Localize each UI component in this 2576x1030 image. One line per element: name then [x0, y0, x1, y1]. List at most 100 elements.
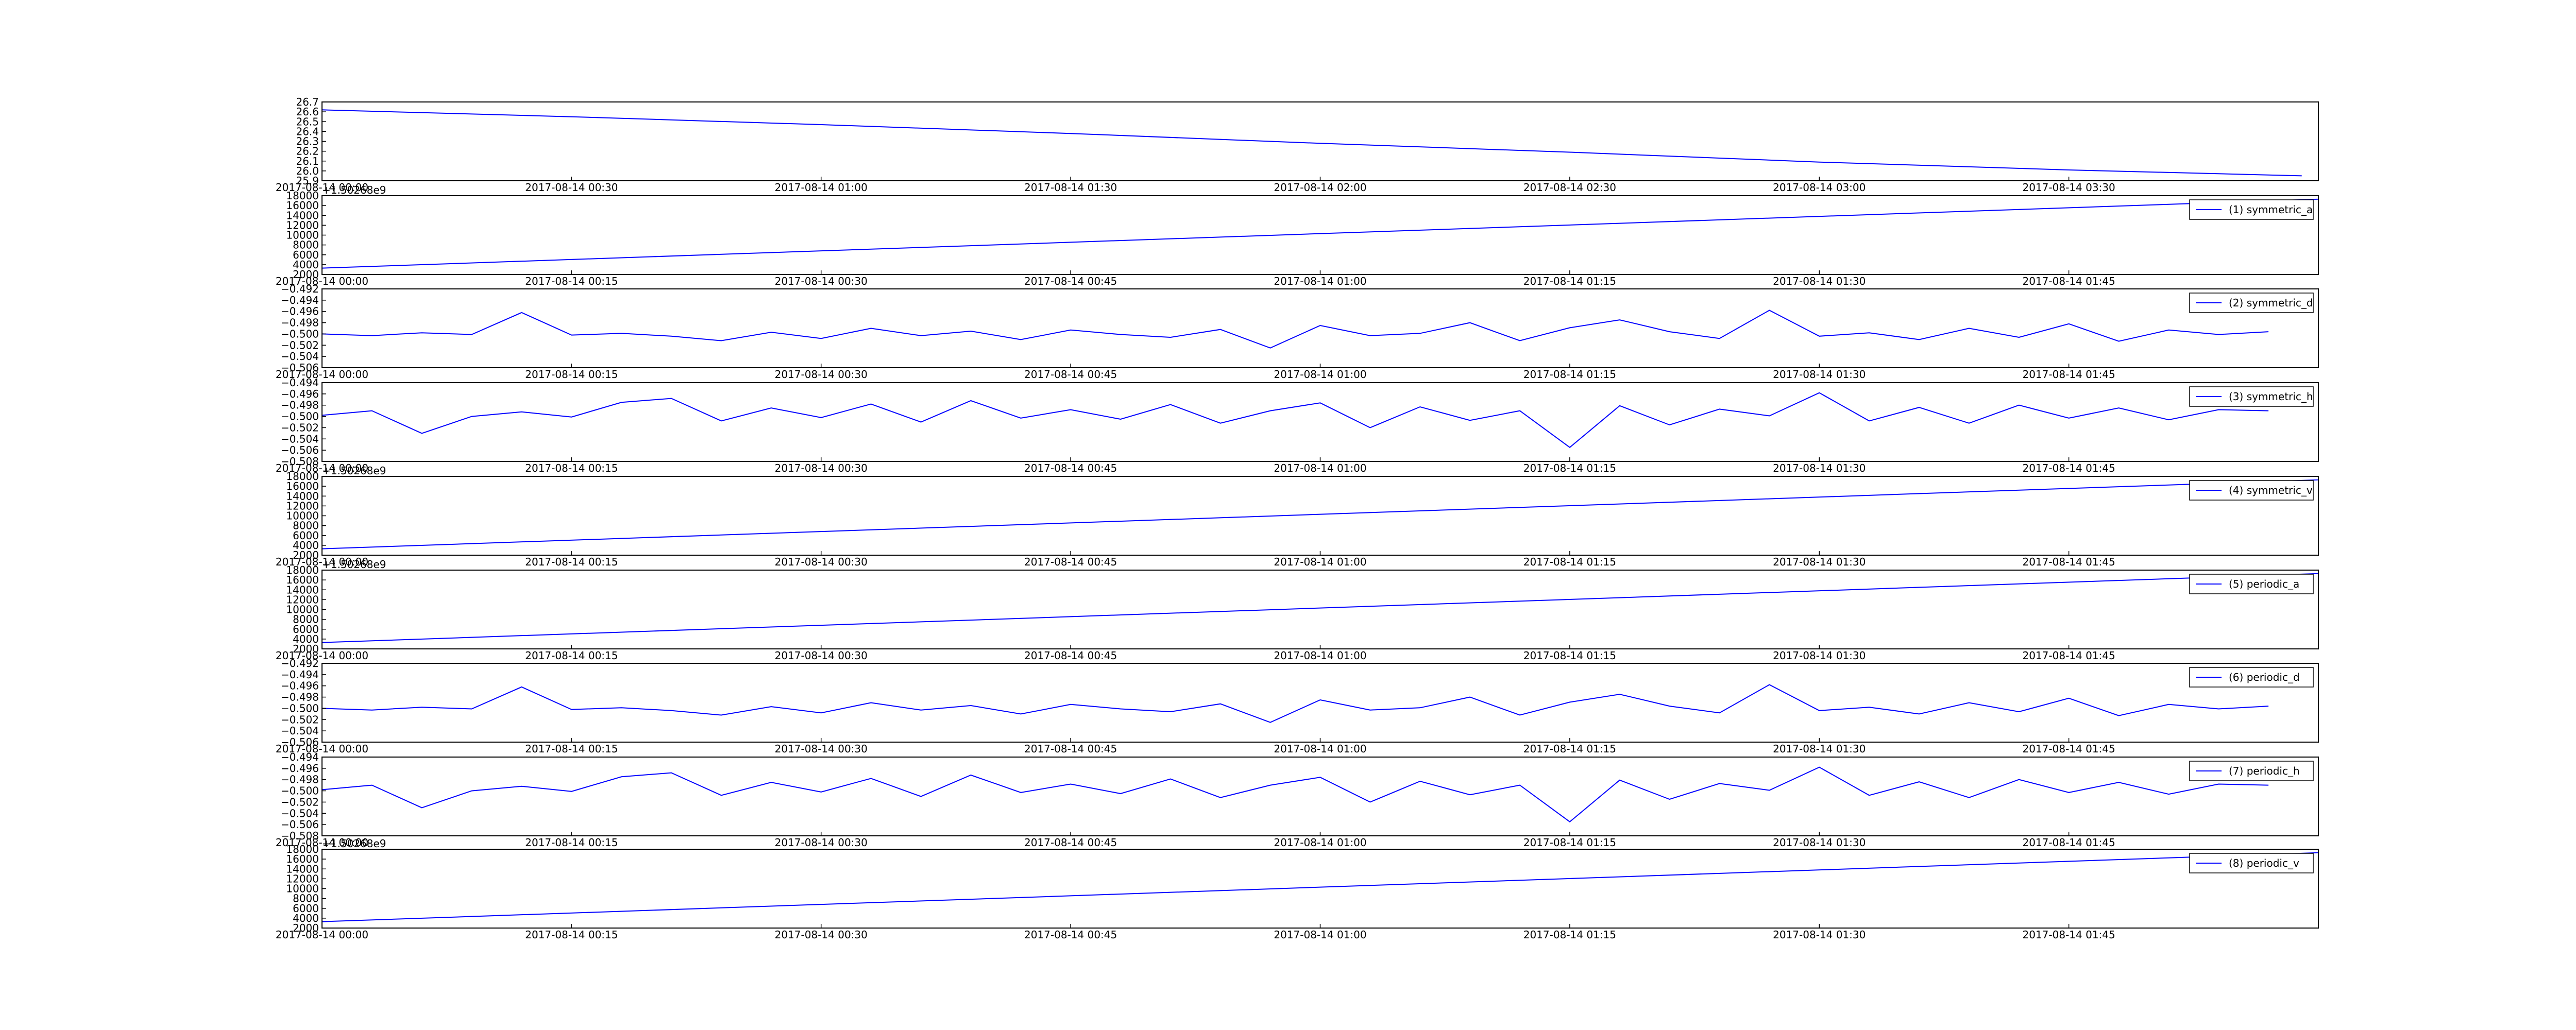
x-tick-label: 2017-08-14 00:00 — [276, 556, 368, 568]
y-tick-label: −0.504 — [281, 725, 319, 737]
y-tick-label: −0.496 — [281, 680, 319, 692]
y-tick-label: 25.9 — [296, 175, 319, 187]
x-tick-label: 2017-08-14 02:00 — [1274, 181, 1366, 194]
legend-label: (3) symmetric_h — [2229, 390, 2313, 403]
x-tick-label: 2017-08-14 00:30 — [775, 743, 868, 755]
y-tick-label: −0.502 — [281, 339, 319, 351]
x-tick-label: 2017-08-14 01:30 — [1773, 929, 1866, 941]
y-tick-label: 8000 — [293, 239, 319, 251]
x-tick-label: 2017-08-14 01:30 — [1773, 556, 1866, 568]
y-tick-label: −0.494 — [281, 668, 319, 681]
y-tick-label: 16000 — [286, 574, 319, 586]
data-line — [321, 479, 2319, 550]
axes-frame — [321, 849, 2319, 929]
y-tick-label: −0.508 — [281, 830, 319, 842]
data-line — [321, 573, 2319, 643]
y-tick-label: −0.500 — [281, 785, 319, 797]
y-tick-label: −0.494 — [281, 294, 319, 306]
y-tick-label: −0.496 — [281, 762, 319, 775]
axes-frame — [321, 570, 2319, 649]
x-tick-label: 2017-08-14 01:45 — [2023, 743, 2115, 755]
y-tick-label: −0.498 — [281, 399, 319, 411]
y-tick-label: 12000 — [286, 593, 319, 606]
x-tick-label: 2017-08-14 01:30 — [1773, 649, 1866, 662]
y-tick-label: 16000 — [286, 853, 319, 865]
y-tick-label: 16000 — [286, 480, 319, 492]
y-tick-label: 14000 — [286, 490, 319, 502]
x-tick-label: 2017-08-14 01:15 — [1523, 368, 1616, 381]
x-tick-label: 2017-08-14 00:45 — [1024, 929, 1117, 941]
y-tick-label: 26.2 — [296, 145, 319, 158]
legend-label: (8) periodic_v — [2229, 857, 2299, 869]
y-tick-label: −0.506 — [281, 818, 319, 831]
x-tick-label: 2017-08-14 00:30 — [775, 929, 868, 941]
legend-label: (6) periodic_d — [2229, 671, 2300, 683]
offset-text: +1.50268e9 — [322, 837, 386, 850]
x-tick-label: 2017-08-14 01:45 — [2023, 836, 2115, 849]
axes-frame — [321, 101, 2319, 181]
x-tick-label: 2017-08-14 01:45 — [2023, 556, 2115, 568]
y-tick-label: 26.6 — [296, 106, 319, 118]
x-tick-label: 2017-08-14 01:00 — [1274, 929, 1366, 941]
x-tick-label: 2017-08-14 00:00 — [276, 836, 368, 849]
y-tick-label: −0.492 — [281, 283, 319, 295]
y-tick-label: 14000 — [286, 863, 319, 875]
x-tick-label: 2017-08-14 01:30 — [1773, 836, 1866, 849]
x-tick-label: 2017-08-14 00:45 — [1024, 743, 1117, 755]
y-tick-label: 6000 — [293, 249, 319, 261]
y-tick-label: −0.494 — [281, 751, 319, 763]
x-tick-label: 2017-08-14 00:00 — [276, 743, 368, 755]
data-line — [321, 766, 2269, 822]
y-tick-label: −0.500 — [281, 702, 319, 714]
x-tick-label: 2017-08-14 00:15 — [525, 649, 618, 662]
y-tick-label: −0.500 — [281, 328, 319, 340]
x-tick-label: 2017-08-14 00:30 — [775, 275, 868, 287]
y-tick-label: 18000 — [286, 564, 319, 576]
axes-frame — [321, 288, 2319, 368]
offset-text: +1.50268e9 — [322, 184, 386, 196]
x-tick-label: 2017-08-14 00:15 — [525, 275, 618, 287]
x-tick-label: 2017-08-14 01:00 — [775, 181, 868, 194]
y-tick-label: −0.498 — [281, 691, 319, 703]
x-tick-label: 2017-08-14 00:00 — [276, 649, 368, 662]
x-tick-label: 2017-08-14 01:15 — [1523, 556, 1616, 568]
x-tick-label: 2017-08-14 00:45 — [1024, 556, 1117, 568]
y-tick-label: 18000 — [286, 843, 319, 855]
x-tick-label: 2017-08-14 01:30 — [1773, 368, 1866, 381]
x-tick-label: 2017-08-14 00:45 — [1024, 275, 1117, 287]
x-tick-label: 2017-08-14 00:30 — [775, 649, 868, 662]
legend-label: (1) symmetric_a — [2229, 203, 2313, 216]
y-tick-label: 2000 — [293, 643, 319, 655]
y-tick-label: −0.498 — [281, 774, 319, 786]
y-tick-label: −0.508 — [281, 455, 319, 468]
legend-label: (4) symmetric_v — [2229, 484, 2313, 496]
x-tick-label: 2017-08-14 02:30 — [1523, 181, 1616, 194]
x-tick-label: 2017-08-14 01:15 — [1523, 649, 1616, 662]
x-tick-label: 2017-08-14 01:45 — [2023, 275, 2115, 287]
x-tick-label: 2017-08-14 00:15 — [525, 743, 618, 755]
y-tick-label: −0.494 — [281, 376, 319, 389]
axes-frame — [321, 663, 2319, 743]
y-tick-label: 6000 — [293, 529, 319, 542]
y-tick-label: 10000 — [286, 229, 319, 242]
y-tick-label: 2000 — [293, 922, 319, 934]
y-tick-label: 4000 — [293, 539, 319, 552]
y-tick-label: 18000 — [286, 190, 319, 202]
y-tick-label: 26.0 — [296, 165, 319, 177]
legend-box — [2189, 761, 2314, 781]
y-tick-label: 10000 — [286, 510, 319, 522]
y-tick-label: 2000 — [293, 268, 319, 281]
x-tick-label: 2017-08-14 01:15 — [1523, 743, 1616, 755]
x-tick-label: 2017-08-14 00:45 — [1024, 649, 1117, 662]
y-tick-label: −0.504 — [281, 350, 319, 363]
y-tick-label: −0.502 — [281, 421, 319, 434]
legend-label: (7) periodic_h — [2229, 765, 2300, 777]
x-tick-label: 2017-08-14 03:30 — [2023, 181, 2115, 194]
y-tick-label: −0.496 — [281, 388, 319, 400]
data-line — [321, 109, 2302, 177]
y-tick-label: 26.3 — [296, 135, 319, 148]
x-tick-label: 2017-08-14 01:45 — [2023, 649, 2115, 662]
x-tick-label: 2017-08-14 00:45 — [1024, 462, 1117, 474]
x-tick-label: 2017-08-14 01:00 — [1274, 462, 1366, 474]
